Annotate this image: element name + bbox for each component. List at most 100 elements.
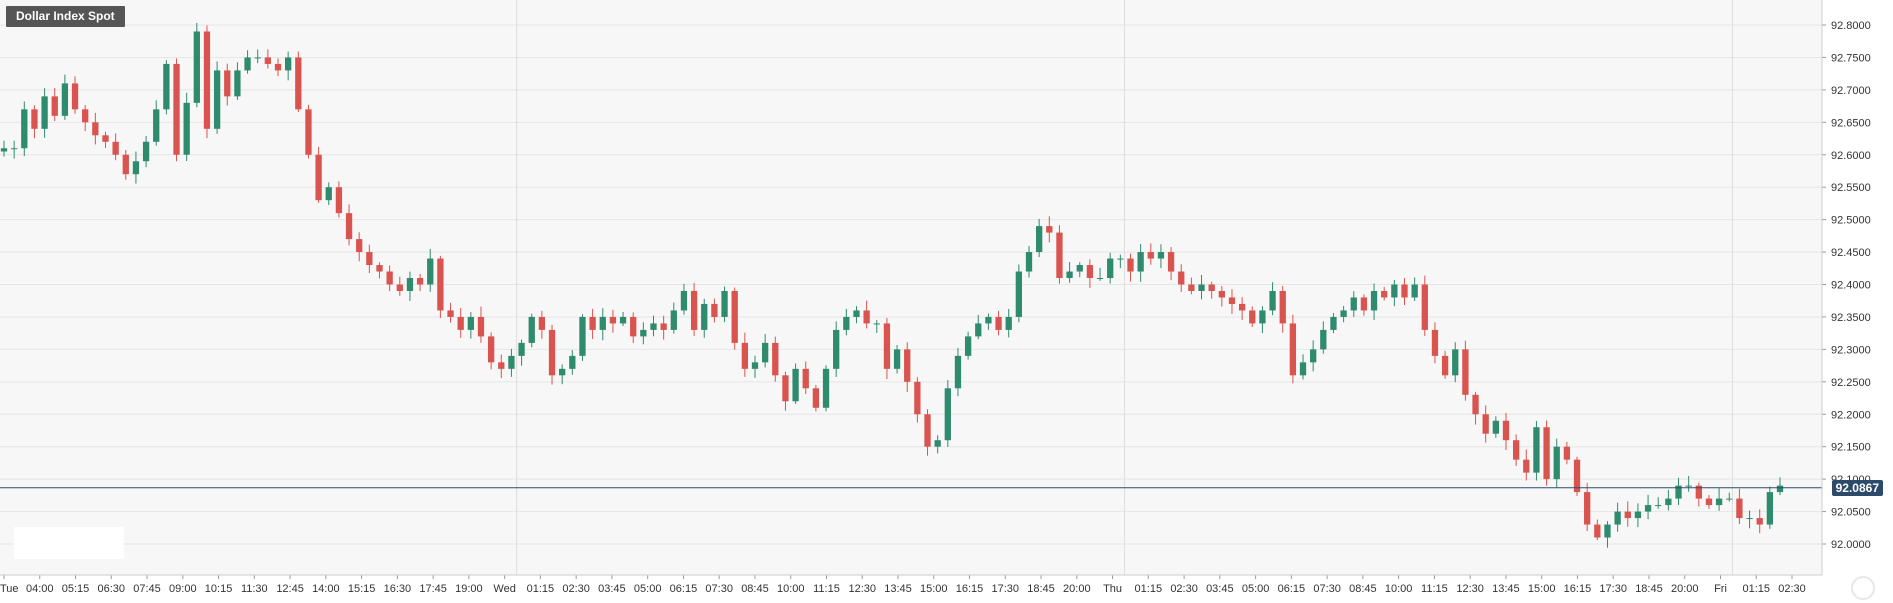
x-tick-label: 16:15 (1564, 583, 1592, 595)
candle (1157, 244, 1165, 269)
y-tick-label: 92.0000 (1831, 539, 1871, 551)
candle-body (163, 63, 170, 110)
chart-title: Dollar Index Spot (6, 6, 125, 27)
candle (244, 50, 251, 74)
candle-body (1553, 446, 1560, 480)
candle-body (1036, 226, 1043, 253)
candle-body (660, 323, 667, 330)
candle-body (1766, 492, 1773, 525)
x-tick-label: 02:30 (1778, 583, 1806, 595)
candle (183, 92, 190, 161)
candle-body (193, 31, 200, 103)
y-tick-label: 92.1500 (1831, 442, 1871, 454)
candle (1655, 497, 1662, 509)
candle (1401, 278, 1408, 306)
candle (132, 151, 140, 184)
candle (690, 283, 698, 336)
candle (1310, 340, 1317, 372)
candle-body (82, 109, 89, 123)
candle (1005, 308, 1012, 338)
candle (1046, 216, 1053, 243)
candle (1259, 306, 1266, 334)
candle (1350, 291, 1357, 317)
candle (1431, 322, 1439, 364)
candle-body (640, 329, 647, 337)
x-tick-label: 15:15 (348, 583, 376, 595)
candle-body (142, 141, 150, 162)
candle (1330, 313, 1337, 334)
candle-body (1066, 271, 1073, 279)
candle (153, 100, 160, 146)
x-tick-label: 20:00 (1063, 583, 1091, 595)
candle-body (366, 252, 373, 266)
candle (1096, 267, 1104, 281)
candle (954, 347, 962, 397)
candle (609, 309, 617, 333)
candle-body (1046, 226, 1053, 233)
candle-body (1726, 498, 1733, 500)
candle (1736, 488, 1743, 525)
candle-body (1310, 349, 1317, 363)
candle (366, 244, 373, 274)
candle-body (1249, 310, 1256, 324)
candle-body (1056, 232, 1063, 279)
x-tick-label: 05:00 (634, 583, 662, 595)
candle-body (954, 355, 962, 389)
candle-body (538, 316, 546, 330)
candle-body (274, 63, 282, 71)
candle (792, 363, 799, 404)
candle (1086, 259, 1094, 288)
x-tick-label: Thu (1103, 583, 1122, 595)
candle (1289, 314, 1297, 384)
candle (213, 61, 221, 134)
candle-body (386, 271, 393, 285)
x-tick-label: 15:00 (1528, 583, 1556, 595)
x-tick-label: 13:45 (884, 583, 912, 595)
x-tick-label: Tue (0, 583, 19, 595)
candle-body (630, 316, 637, 337)
candle-body (1685, 485, 1692, 487)
candle-body (1584, 492, 1591, 525)
candle (995, 310, 1002, 336)
x-tick-label: 03:45 (598, 583, 626, 595)
candle (883, 318, 891, 380)
candle (701, 298, 708, 338)
candle-body (1705, 498, 1713, 506)
candle (376, 262, 383, 279)
candle (1269, 282, 1276, 316)
y-tick-label: 92.0500 (1831, 507, 1871, 519)
candle (1746, 510, 1753, 529)
candle-body (1492, 420, 1499, 434)
candle-body (1208, 284, 1215, 291)
candle (1056, 225, 1063, 284)
candle (1614, 502, 1621, 532)
candle-body (964, 336, 972, 356)
candle-body (843, 316, 850, 330)
x-tick-label: 05:00 (1242, 583, 1270, 595)
x-tick-label: Wed (493, 583, 515, 595)
x-tick-label: 08:45 (741, 583, 769, 595)
candle (640, 322, 647, 345)
candle-body (853, 310, 860, 317)
candle-body (447, 310, 454, 317)
candle-body (782, 375, 789, 402)
candle-body (0, 148, 8, 152)
candle (1117, 254, 1124, 269)
candle (1107, 252, 1114, 284)
candle (619, 311, 627, 327)
candle (1665, 489, 1672, 511)
candle-body (213, 70, 221, 129)
candle (1685, 475, 1692, 492)
candle-body (741, 342, 748, 369)
candle (71, 76, 79, 114)
candle-body (1299, 362, 1307, 376)
candle (406, 271, 414, 302)
y-tick-label: 92.7000 (1831, 85, 1871, 97)
x-tick-label: 20:00 (1671, 583, 1699, 595)
x-tick-label: 19:00 (455, 583, 483, 595)
candle-body (650, 323, 657, 330)
candle (437, 255, 444, 319)
candle-body (1675, 485, 1682, 499)
candle-body (1411, 284, 1418, 298)
